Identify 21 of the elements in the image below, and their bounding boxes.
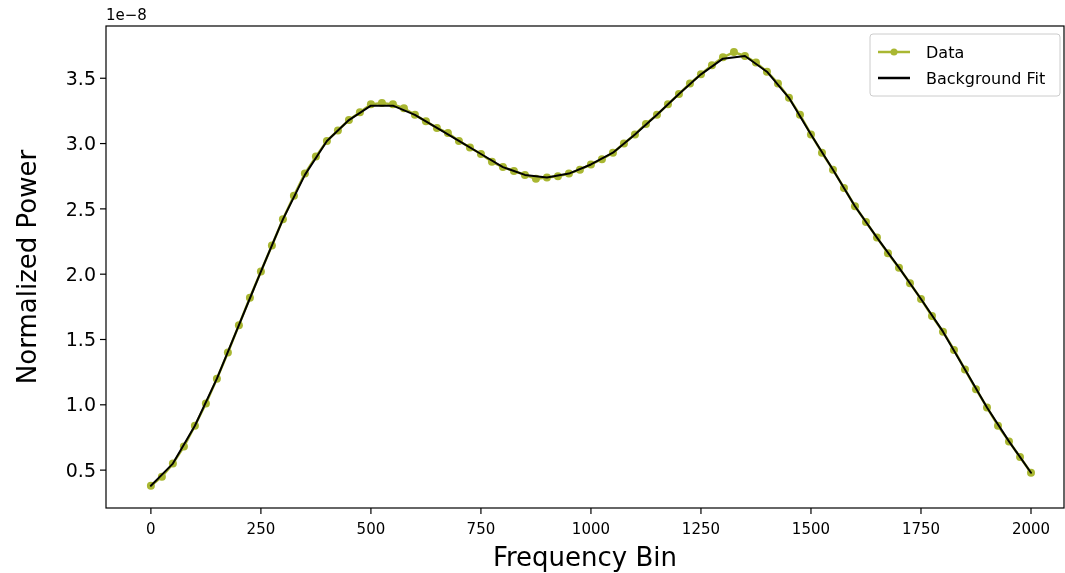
- x-tick-label: 2000: [1011, 520, 1051, 538]
- y-tick-label: 0.5: [65, 458, 96, 481]
- text: 1e−8: [106, 6, 147, 24]
- y-tick-label: 1.5: [65, 328, 96, 351]
- x-tick-label: 750: [466, 520, 496, 538]
- y-tick-label: 3.5: [65, 66, 96, 89]
- y-tick-label: 3.0: [65, 132, 96, 155]
- y-axis-title: Normalized Power: [12, 149, 42, 385]
- y-tick-label: 2.0: [65, 262, 96, 285]
- legend-label: Background Fit: [926, 68, 1046, 88]
- x-tick-label: 1500: [791, 520, 831, 538]
- legend-label: Data: [926, 42, 965, 62]
- x-tick-label: 1750: [901, 520, 941, 538]
- x-axis-title: Frequency Bin: [492, 542, 678, 572]
- x-tick-label: 500: [356, 520, 386, 538]
- x-tick-label: 0: [146, 520, 156, 538]
- x-tick-label: 250: [246, 520, 276, 538]
- x-tick-label: 1000: [571, 520, 611, 538]
- x-tick-label: 1250: [681, 520, 721, 538]
- y-tick-label: 1.0: [65, 393, 96, 416]
- y-tick-label: 2.5: [65, 197, 96, 220]
